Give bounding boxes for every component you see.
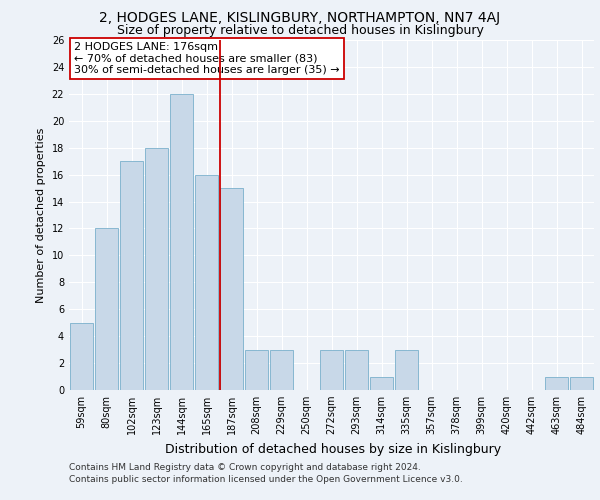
Text: Contains public sector information licensed under the Open Government Licence v3: Contains public sector information licen… — [69, 475, 463, 484]
Bar — [119, 161, 143, 390]
Text: Size of property relative to detached houses in Kislingbury: Size of property relative to detached ho… — [116, 24, 484, 37]
Bar — [145, 148, 169, 390]
Y-axis label: Number of detached properties: Number of detached properties — [36, 128, 46, 302]
Bar — [245, 350, 268, 390]
Bar — [569, 376, 593, 390]
Text: 2, HODGES LANE, KISLINGBURY, NORTHAMPTON, NN7 4AJ: 2, HODGES LANE, KISLINGBURY, NORTHAMPTON… — [100, 11, 500, 25]
Bar — [220, 188, 244, 390]
Bar — [269, 350, 293, 390]
Bar — [70, 322, 94, 390]
Bar — [194, 174, 218, 390]
Bar — [320, 350, 343, 390]
Bar — [344, 350, 368, 390]
Bar — [395, 350, 418, 390]
Text: Contains HM Land Registry data © Crown copyright and database right 2024.: Contains HM Land Registry data © Crown c… — [69, 464, 421, 472]
Bar — [370, 376, 394, 390]
Text: 2 HODGES LANE: 176sqm
← 70% of detached houses are smaller (83)
30% of semi-deta: 2 HODGES LANE: 176sqm ← 70% of detached … — [74, 42, 340, 75]
Text: Distribution of detached houses by size in Kislingbury: Distribution of detached houses by size … — [165, 442, 501, 456]
Bar — [170, 94, 193, 390]
Bar — [95, 228, 118, 390]
Bar — [545, 376, 568, 390]
